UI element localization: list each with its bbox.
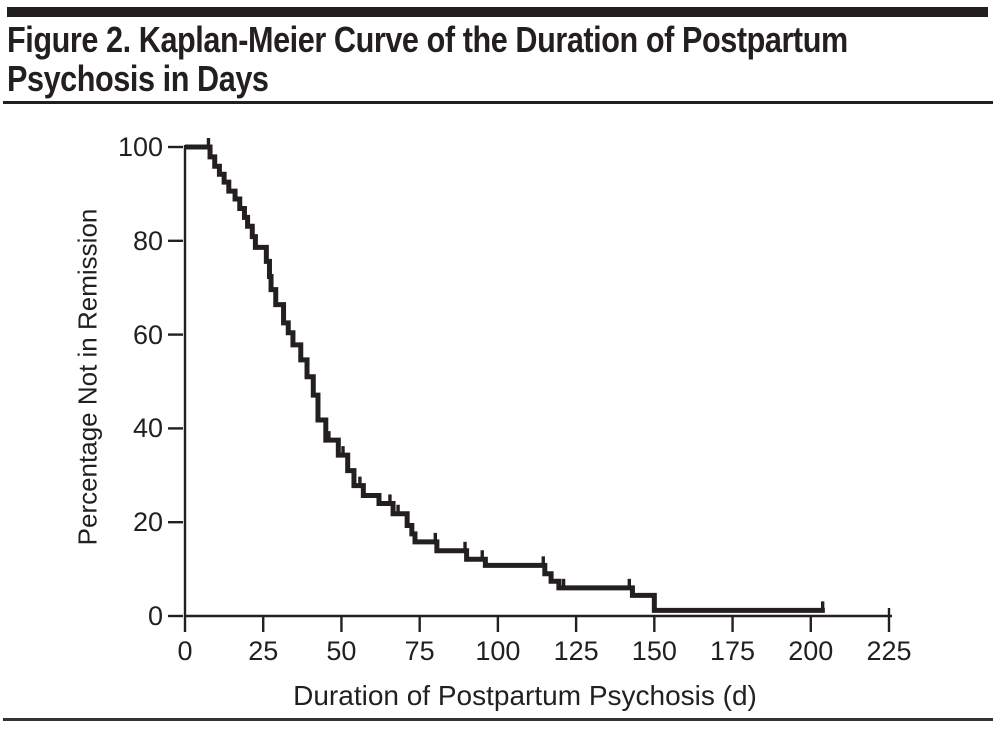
x-tick-label: 200 xyxy=(788,636,834,666)
x-tick-label: 225 xyxy=(866,636,912,666)
x-tick-label: 75 xyxy=(404,636,435,666)
y-tick-label: 20 xyxy=(132,507,163,538)
x-tick-label: 175 xyxy=(710,636,756,666)
km-curve xyxy=(185,144,825,613)
x-tick-label: 100 xyxy=(475,636,521,666)
x-tick-label: 125 xyxy=(553,636,599,666)
y-tick-label: 0 xyxy=(147,601,163,631)
figure-title: Figure 2. Kaplan-Meier Curve of the Dura… xyxy=(7,19,848,99)
figure-bottom-rule xyxy=(3,718,993,721)
y-axis-title: Percentage Not in Remission xyxy=(72,208,103,546)
x-tick-label: 150 xyxy=(631,636,677,666)
y-tick-label: 40 xyxy=(132,413,163,444)
title-divider-rule xyxy=(3,101,993,104)
x-axis-title: Duration of Postpartum Psychosis (d) xyxy=(293,680,757,711)
x-tick-label: 0 xyxy=(177,636,193,666)
y-tick-label: 60 xyxy=(132,319,163,350)
y-tick-label: 80 xyxy=(132,225,163,256)
figure-header-bar xyxy=(7,7,988,17)
y-tick-label: 100 xyxy=(117,132,163,162)
x-tick-label: 25 xyxy=(248,636,279,666)
x-tick-label: 50 xyxy=(326,636,357,666)
